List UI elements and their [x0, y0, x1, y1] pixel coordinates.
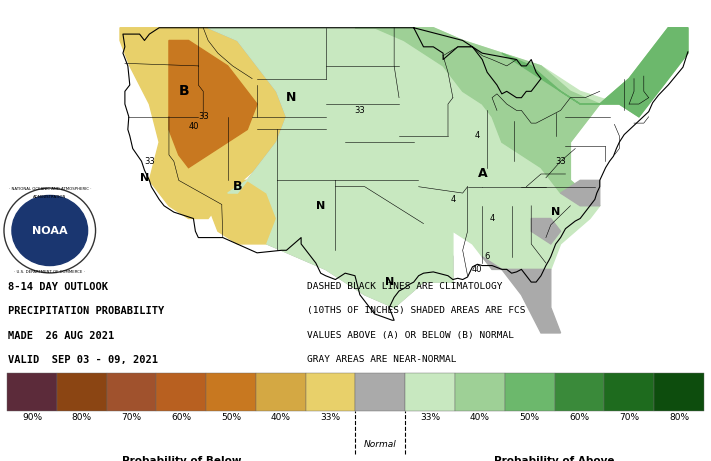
- Polygon shape: [208, 28, 453, 307]
- Text: 33%: 33%: [420, 414, 440, 422]
- Text: 8-14 DAY OUTLOOK: 8-14 DAY OUTLOOK: [8, 282, 108, 292]
- Text: 6: 6: [484, 252, 490, 261]
- Text: 33%: 33%: [321, 414, 341, 422]
- Bar: [306, 373, 356, 411]
- Polygon shape: [355, 28, 688, 206]
- Polygon shape: [120, 28, 287, 219]
- Text: 90%: 90%: [22, 414, 42, 422]
- Text: 60%: 60%: [570, 414, 589, 422]
- Text: 80%: 80%: [72, 414, 92, 422]
- Text: 40: 40: [188, 123, 198, 131]
- Text: Probability of Below: Probability of Below: [122, 455, 241, 461]
- Bar: [604, 373, 654, 411]
- Text: 40: 40: [472, 265, 483, 274]
- Polygon shape: [560, 180, 600, 206]
- Bar: [505, 373, 555, 411]
- Text: VALUES ABOVE (A) OR BELOW (B) NORMAL: VALUES ABOVE (A) OR BELOW (B) NORMAL: [307, 331, 514, 340]
- Polygon shape: [502, 28, 688, 117]
- Text: Normal: Normal: [364, 440, 397, 449]
- Text: VALID  SEP 03 - 09, 2021: VALID SEP 03 - 09, 2021: [8, 355, 158, 365]
- Bar: [256, 373, 306, 411]
- Text: 33: 33: [198, 112, 208, 121]
- Circle shape: [4, 188, 95, 273]
- Text: MADE  26 AUG 2021: MADE 26 AUG 2021: [8, 331, 114, 341]
- Text: 4: 4: [475, 131, 480, 140]
- Text: B: B: [232, 180, 242, 193]
- Text: · NATIONAL OCEANIC AND ATMOSPHERIC ·: · NATIONAL OCEANIC AND ATMOSPHERIC ·: [9, 187, 91, 191]
- Text: N: N: [316, 201, 326, 211]
- Text: 40%: 40%: [470, 414, 490, 422]
- Bar: [57, 373, 107, 411]
- Text: 80%: 80%: [669, 414, 689, 422]
- Bar: [206, 373, 256, 411]
- Polygon shape: [208, 28, 688, 307]
- Bar: [7, 373, 57, 411]
- Text: GRAY AREAS ARE NEAR-NORMAL: GRAY AREAS ARE NEAR-NORMAL: [307, 355, 456, 364]
- Circle shape: [12, 195, 87, 266]
- Polygon shape: [169, 41, 257, 168]
- Text: ADMINISTRATION: ADMINISTRATION: [33, 195, 66, 200]
- Text: A: A: [478, 167, 487, 181]
- Text: N: N: [140, 173, 149, 183]
- Text: B: B: [178, 84, 189, 98]
- Text: 33: 33: [355, 106, 365, 115]
- Text: PRECIPITATION PROBABILITY: PRECIPITATION PROBABILITY: [8, 306, 164, 316]
- Text: 40%: 40%: [271, 414, 291, 422]
- Text: N: N: [286, 91, 296, 104]
- Text: DASHED BLACK LINES ARE CLIMATOLOGY: DASHED BLACK LINES ARE CLIMATOLOGY: [307, 282, 503, 291]
- Text: N: N: [385, 277, 394, 287]
- Text: 70%: 70%: [122, 414, 141, 422]
- Bar: [156, 373, 206, 411]
- Text: 4: 4: [489, 214, 495, 223]
- Polygon shape: [482, 257, 560, 333]
- Bar: [405, 373, 455, 411]
- Bar: [107, 373, 156, 411]
- Text: (10THS OF INCHES) SHADED AREAS ARE FCS: (10THS OF INCHES) SHADED AREAS ARE FCS: [307, 306, 525, 315]
- Text: NOAA: NOAA: [32, 225, 68, 236]
- Text: 50%: 50%: [221, 414, 241, 422]
- Bar: [654, 373, 704, 411]
- Polygon shape: [531, 219, 560, 244]
- Bar: [555, 373, 604, 411]
- Text: 33: 33: [144, 157, 155, 166]
- Text: 4: 4: [450, 195, 456, 204]
- Text: 70%: 70%: [619, 414, 639, 422]
- Text: 50%: 50%: [520, 414, 540, 422]
- Bar: [356, 373, 405, 411]
- Text: Probability of Above: Probability of Above: [494, 455, 615, 461]
- Text: 33: 33: [555, 157, 566, 166]
- Text: · U.S. DEPARTMENT OF COMMERCE ·: · U.S. DEPARTMENT OF COMMERCE ·: [14, 270, 85, 274]
- Bar: [455, 373, 505, 411]
- Text: N: N: [551, 207, 560, 217]
- Polygon shape: [208, 180, 277, 244]
- Text: 60%: 60%: [171, 414, 191, 422]
